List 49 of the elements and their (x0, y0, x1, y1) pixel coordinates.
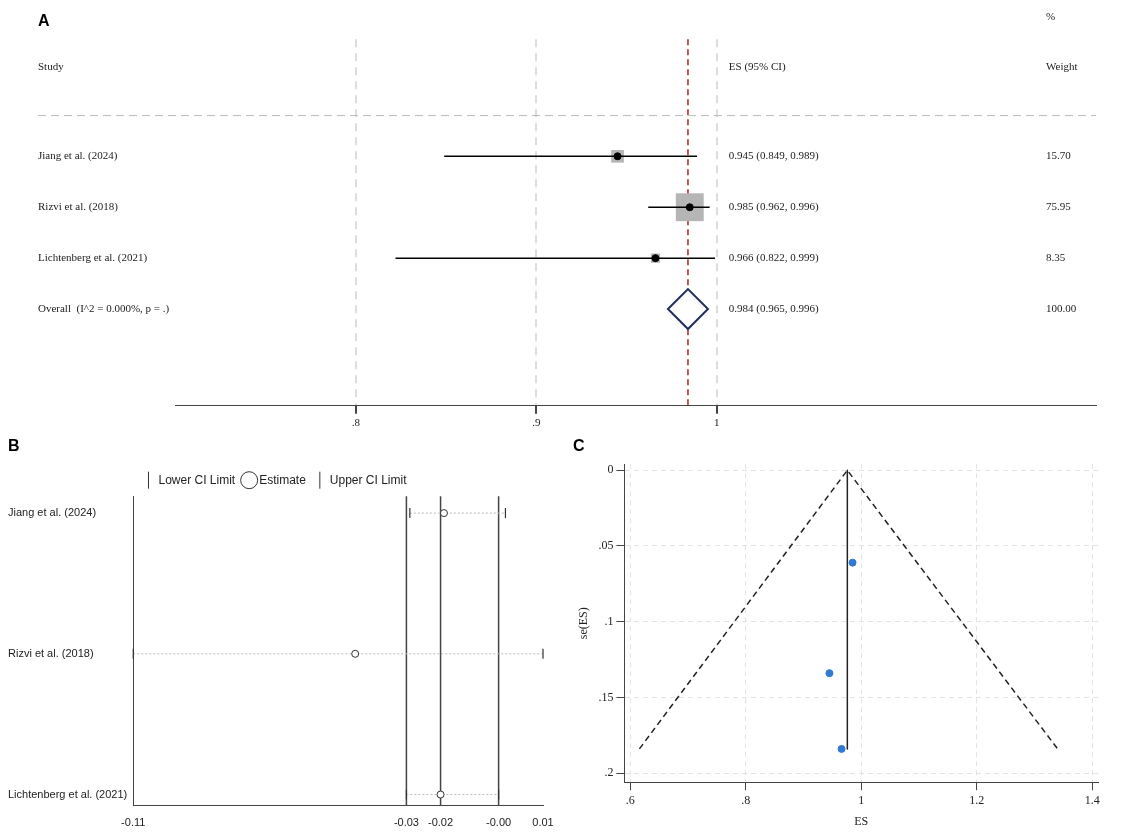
annotation: 0.985 (0.962, 0.996) (728, 200, 820, 214)
x-tick-label: -0.02 (428, 816, 454, 829)
chart-title: C (573, 437, 585, 455)
y-tick-label: Rizvi et al. (2018) (38, 200, 119, 214)
x-tick-label: .8 (741, 792, 751, 807)
point (666, 288, 709, 331)
x-axis-title: ES (854, 813, 869, 828)
y-tick-label: Lichtenberg et al. (2021) (38, 251, 148, 265)
legend-label: Estimate (259, 472, 307, 487)
y-tick-label: Jiang et al. (2024) (38, 149, 118, 163)
y-tick-label: Lichtenberg et al. (2021) (8, 787, 128, 800)
text: ES (95% CI) (728, 60, 787, 74)
y-tick-label: 0 (607, 462, 614, 477)
annotation: 0.984 (0.965, 0.996) (728, 301, 820, 315)
x-tick-label: .9 (532, 416, 541, 429)
point (825, 669, 834, 678)
y-tick-label: .15 (598, 689, 614, 704)
x-tick-label: -0.03 (393, 816, 419, 829)
x-tick-label: -0.11 (121, 816, 146, 829)
x-tick-label: .8 (351, 416, 361, 429)
y-tick-label: Overall (I^2 = 0.000%, p = .) (38, 301, 170, 315)
y-tick-label: Rizvi et al. (2018) (8, 646, 94, 659)
point (848, 558, 857, 567)
text: A (38, 12, 50, 30)
x-tick-label: .6 (625, 792, 635, 807)
annotation: 0.945 (0.849, 0.989) (728, 149, 820, 163)
text: Lower CI Limit (158, 472, 236, 487)
annotation: 100.00 (1046, 301, 1077, 314)
annotation: 15.70 (1046, 149, 1072, 162)
x-tick-label: 1 (714, 416, 720, 429)
x-tick-label: -0.00 (486, 816, 512, 829)
text: Upper CI Limit (329, 472, 408, 487)
x-tick-label: 1.4 (1084, 792, 1100, 807)
x-tick-label: 0.01 (532, 816, 554, 829)
annotation: 75.95 (1046, 200, 1072, 213)
text: Study (38, 60, 65, 73)
annotation: 8.35 (1046, 251, 1066, 264)
chart-title: B (8, 437, 20, 455)
text: % (1046, 10, 1056, 23)
y-tick-label: .1 (604, 613, 614, 628)
y-tick-label: Jiang et al. (2024) (8, 506, 97, 519)
y-axis-title: se(ES) (576, 607, 591, 640)
point (837, 744, 846, 753)
y-tick-label: .2 (604, 765, 614, 780)
text: Weight (1046, 60, 1078, 73)
annotation: 0.966 (0.822, 0.999) (728, 251, 820, 265)
x-tick-label: 1.2 (969, 792, 985, 807)
y-tick-label: .05 (598, 538, 614, 553)
x-tick-label: 1 (858, 792, 865, 807)
